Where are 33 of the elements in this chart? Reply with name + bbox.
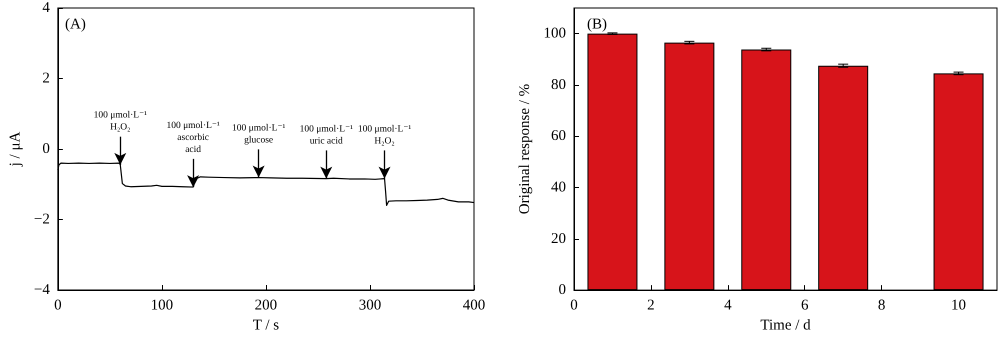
y-tick-label: 60 — [551, 128, 566, 144]
text: (A) — [65, 16, 86, 32]
x-axis-title: T / s — [252, 317, 280, 334]
y-tick-label: −4 — [34, 282, 50, 298]
x-tick-label: 200 — [254, 298, 278, 314]
y-tick-label: 100 — [544, 26, 566, 42]
y-tick-label: 20 — [551, 230, 566, 247]
x-tick-label: 100 — [150, 298, 174, 314]
y-axis-title: Original response / % — [517, 84, 534, 214]
x-tick-label: 8 — [878, 298, 886, 314]
annotation: 100 μmol·L⁻¹ uric acid — [300, 124, 354, 146]
x-tick-label: 6 — [800, 298, 809, 314]
x-tick-label: 400 — [462, 298, 486, 314]
x-tick-label: 10 — [951, 298, 966, 314]
annotation: 100 μmol·L⁻¹ H₂O₂ — [94, 110, 148, 133]
x-tick-label: 4 — [724, 298, 732, 314]
annotation: 100 μmol·L⁻¹ glucose — [232, 123, 286, 146]
x-tick-label: 0 — [54, 298, 62, 314]
y-axis-title: j / μA — [8, 131, 24, 168]
y-tick-label: −2 — [34, 212, 50, 228]
y-tick-label: 2 — [42, 70, 50, 86]
annotation: 100 μmol·L⁻¹ ascorbic acid — [166, 120, 220, 155]
y-tick-label: 0 — [558, 282, 566, 298]
y-tick-label: 0 — [42, 141, 50, 157]
y-tick-label: 40 — [551, 180, 566, 196]
x-axis-title: Time / d — [760, 318, 812, 334]
y-tick-label: 80 — [551, 76, 566, 93]
text: (B) — [587, 16, 607, 32]
y-tick-label: 4 — [42, 0, 50, 16]
x-tick-label: 300 — [358, 298, 382, 314]
x-tick-label: 2 — [647, 298, 655, 314]
x-tick-label: 0 — [570, 298, 578, 314]
annotation: 100 μmol·L⁻¹ H₂O₂ — [358, 124, 412, 146]
